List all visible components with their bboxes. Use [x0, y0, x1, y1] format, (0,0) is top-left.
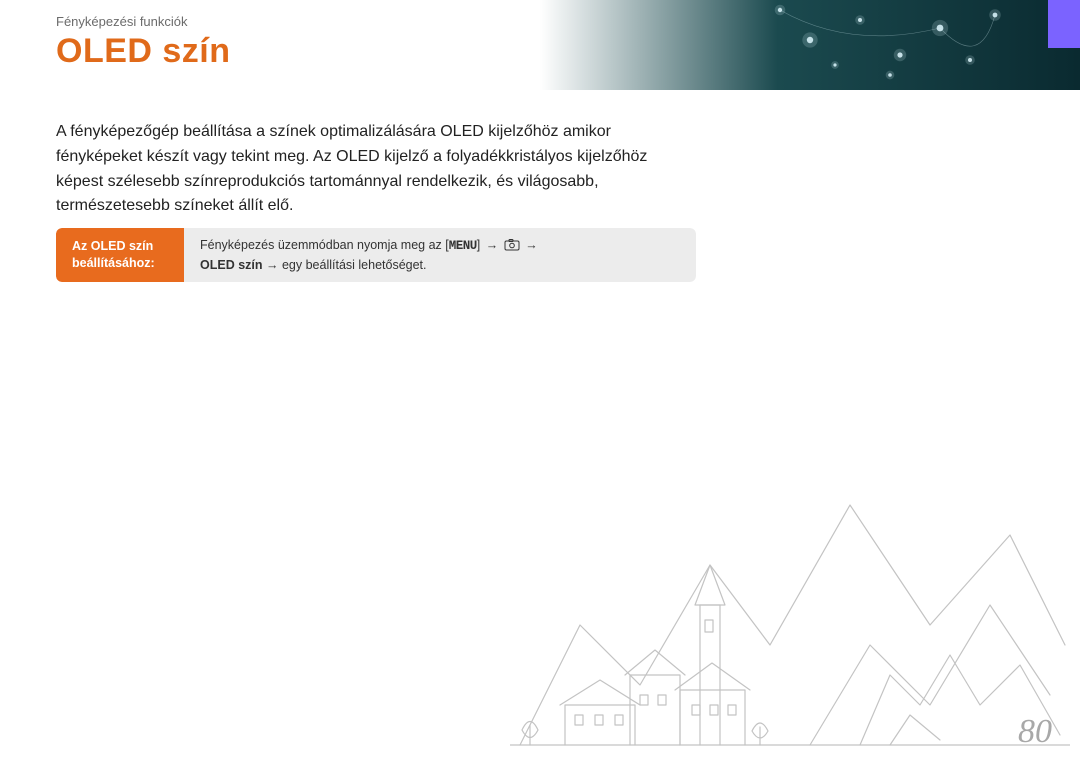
desc-strong: OLED szín — [200, 258, 263, 272]
body-paragraph: A fényképezőgép beállítása a színek opti… — [56, 120, 696, 219]
arrow-icon: → — [484, 236, 501, 254]
camera-icon — [504, 238, 520, 256]
page-title: OLED szín — [56, 32, 231, 71]
setting-label: Az OLED szín beállításához: — [56, 228, 184, 282]
village-illustration — [510, 445, 1070, 765]
setting-description: Fényképezés üzemmódban nyomja meg az [ME… — [184, 228, 696, 282]
arrow-icon: → — [523, 236, 540, 254]
page-number: 80 — [1018, 713, 1052, 751]
setting-row: Az OLED szín beállításához: Fényképezés … — [56, 228, 696, 282]
side-tab — [1048, 0, 1080, 48]
setting-desc-line1: Fényképezés üzemmódban nyomja meg az [ME… — [200, 236, 680, 256]
menu-key-label: MENU — [449, 239, 477, 253]
setting-label-line1: Az OLED szín — [72, 238, 168, 255]
setting-label-line2: beállításához: — [72, 255, 168, 272]
setting-desc-line2: OLED szín → egy beállítási lehetőséget. — [200, 256, 680, 274]
desc-mid: ] — [477, 238, 484, 252]
desc-rest: → egy beállítási lehetőséget. — [263, 258, 427, 272]
breadcrumb: Fényképezési funkciók — [56, 14, 188, 29]
sparkle-decoration — [740, 0, 1040, 90]
manual-page: Fényképezési funkciók OLED szín A fényké… — [0, 0, 1080, 765]
desc-prefix: Fényképezés üzemmódban nyomja meg az [ — [200, 238, 449, 252]
